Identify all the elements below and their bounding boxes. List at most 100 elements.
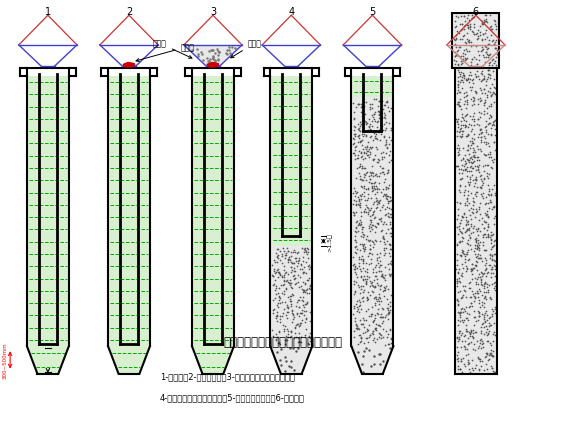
Point [380, 287, 389, 294]
Point [479, 283, 488, 290]
Point [378, 235, 387, 242]
Point [371, 325, 380, 332]
Point [364, 334, 373, 341]
Point [472, 176, 481, 183]
Point [480, 153, 489, 159]
Text: 封口板: 封口板 [231, 40, 262, 59]
Point [475, 146, 484, 153]
Point [381, 120, 390, 127]
Point [282, 337, 291, 344]
Point [473, 354, 482, 360]
Point [491, 251, 500, 258]
Point [486, 296, 495, 303]
Point [474, 116, 483, 123]
Point [362, 280, 371, 287]
Point [362, 265, 371, 272]
Point [381, 100, 390, 106]
Point [473, 274, 482, 281]
Point [482, 366, 491, 373]
Point [372, 144, 381, 151]
Point [461, 338, 470, 345]
Point [270, 281, 279, 288]
Point [466, 213, 475, 219]
Point [367, 184, 376, 191]
Bar [452, 14, 499, 69]
Point [491, 310, 500, 317]
Point [378, 166, 387, 173]
Point [490, 86, 499, 92]
Point [454, 167, 463, 173]
Point [477, 177, 486, 184]
Point [467, 142, 476, 149]
Point [361, 244, 370, 250]
Point [463, 226, 472, 233]
Point [384, 341, 393, 348]
Point [290, 260, 299, 267]
Point [467, 365, 476, 372]
Point [462, 164, 471, 171]
Point [454, 145, 463, 152]
Point [467, 209, 476, 216]
Point [483, 337, 492, 344]
Point [359, 149, 368, 156]
Point [456, 158, 465, 164]
Point [479, 55, 488, 61]
Point [359, 156, 368, 163]
Point [365, 121, 374, 128]
Point [460, 33, 469, 40]
Point [305, 264, 314, 271]
Point [456, 271, 465, 278]
Point [276, 316, 285, 323]
Point [361, 281, 370, 288]
Point [286, 303, 295, 310]
Point [469, 102, 478, 109]
Point [459, 309, 468, 316]
Point [384, 261, 393, 268]
Point [464, 40, 473, 46]
Point [485, 72, 494, 79]
Point [378, 306, 387, 313]
Point [369, 244, 378, 251]
Point [461, 288, 470, 294]
Point [481, 91, 490, 98]
Point [365, 176, 374, 183]
Point [291, 255, 300, 262]
Point [382, 144, 391, 151]
Point [303, 341, 312, 348]
Point [277, 282, 286, 289]
Point [371, 172, 380, 178]
Text: 2: 2 [126, 7, 132, 17]
Point [457, 253, 466, 259]
Point [272, 302, 281, 309]
Point [490, 21, 499, 28]
Point [294, 249, 303, 256]
Point [473, 154, 482, 161]
Point [478, 239, 487, 246]
Point [456, 253, 465, 259]
Point [462, 168, 472, 175]
Point [491, 213, 500, 219]
Point [483, 46, 492, 53]
Point [481, 210, 490, 217]
Point [479, 17, 488, 24]
Point [274, 293, 283, 299]
Point [282, 277, 291, 284]
Point [454, 69, 463, 76]
Point [353, 201, 362, 208]
Point [461, 166, 470, 173]
Point [483, 131, 492, 138]
Point [357, 118, 366, 125]
Point [468, 135, 477, 142]
Point [351, 269, 360, 276]
Point [363, 196, 372, 202]
Point [470, 290, 479, 296]
Point [481, 139, 490, 146]
Point [460, 361, 469, 368]
Point [280, 299, 289, 306]
Point [488, 122, 497, 129]
Point [356, 283, 365, 290]
Point [364, 253, 373, 260]
Point [362, 186, 371, 193]
Point [481, 328, 490, 335]
Point [468, 202, 477, 209]
